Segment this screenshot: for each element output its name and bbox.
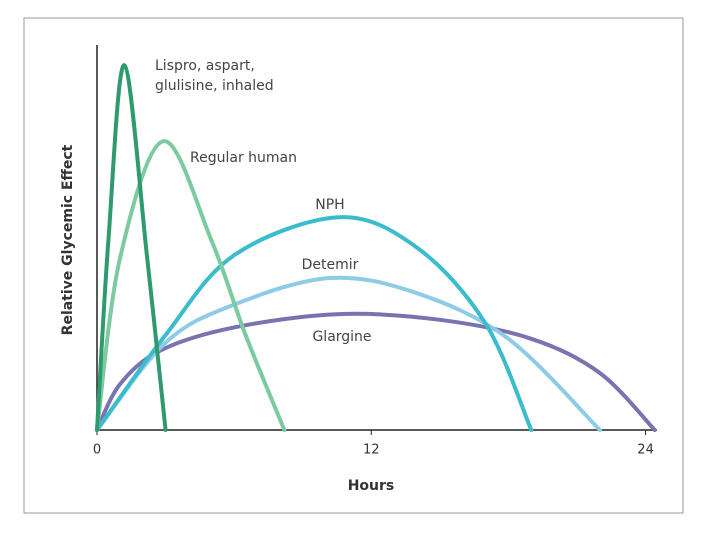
series-label: NPH — [315, 197, 345, 213]
series-label: Glargine — [312, 329, 372, 345]
line-series — [95, 63, 168, 432]
series-label: Lispro, aspart, glulisine, inhaled — [155, 58, 274, 94]
x-axis-label: Hours — [348, 478, 395, 494]
series-label: Detemir — [301, 257, 359, 273]
frame — [23, 17, 684, 514]
x-tick-label: 0 — [93, 443, 101, 458]
y-axis-label: Relative Glycemic Effect — [60, 144, 76, 335]
line-series — [95, 275, 602, 432]
line-series — [95, 215, 534, 432]
series-label: Regular human — [190, 150, 297, 166]
x-tick-label: 24 — [637, 443, 654, 458]
line-series — [95, 311, 657, 432]
x-tick-label: 12 — [363, 443, 380, 458]
line-series — [95, 139, 287, 432]
